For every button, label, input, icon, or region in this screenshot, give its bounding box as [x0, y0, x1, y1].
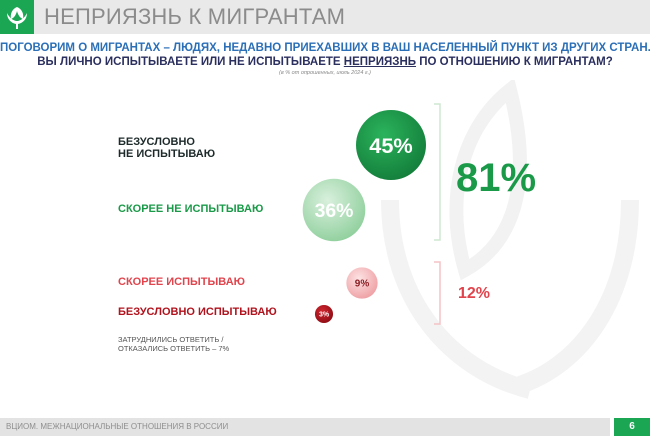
footnote-line-1: ЗАТРУДНИЛИСЬ ОТВЕТИТЬ /: [118, 335, 224, 344]
group-total-dislike: 12%: [458, 285, 491, 302]
leaf-logo-icon: [7, 7, 27, 29]
bubble-3: [346, 267, 378, 299]
question-line-2-before: ВЫ ЛИЧНО ИСПЫТЫВАЕТЕ ИЛИ НЕ ИСПЫТЫВАЕТЕ: [37, 56, 344, 68]
footer-bar: ВЦИОМ. МЕЖНАЦИОНАЛЬНЫЕ ОТНОШЕНИЯ В РОССИ…: [0, 418, 610, 436]
category-label-2: СКОРЕЕ НЕ ИСПЫТЫВАЮ: [118, 203, 264, 215]
category-label-3: СКОРЕЕ ИСПЫТЫВАЮ: [118, 276, 245, 288]
category-label-1-line-2: НЕ ИСПЫТЫВАЮ: [118, 148, 216, 160]
footer-source: ВЦИОМ. МЕЖНАЦИОНАЛЬНЫЕ ОТНОШЕНИЯ В РОССИ…: [6, 422, 229, 431]
page-number: 6: [614, 418, 650, 436]
question-line-2-after: ПО ОТНОШЕНИЮ К МИГРАНТАМ?: [416, 56, 613, 68]
question-note: (в % от опрошенных, июль 2024 г.): [279, 70, 371, 76]
question-line-1: ПОГОВОРИМ О МИГРАНТАХ – ЛЮДЯХ, НЕДАВНО П…: [0, 42, 650, 54]
bracket-agree-group: [434, 103, 441, 241]
category-label-4: БЕЗУСЛОВНО ИСПЫТЫВАЮ: [118, 306, 277, 318]
page-title: НЕПРИЯЗНЬ К МИГРАНТАМ: [44, 4, 346, 29]
footnote: ЗАТРУДНИЛИСЬ ОТВЕТИТЬ / ОТКАЗАЛИСЬ ОТВЕТ…: [118, 335, 238, 353]
bubble-label-4: 3%: [319, 312, 330, 319]
header-bar: НЕПРИЯЗНЬ К МИГРАНТАМ: [0, 0, 650, 34]
category-label-1-line-1: БЕЗУСЛОВНО: [118, 136, 195, 148]
group-brackets: [434, 103, 441, 325]
watermark-leaf-icon: [381, 80, 639, 399]
question-line-2: ВЫ ЛИЧНО ИСПЫТЫВАЕТЕ ИЛИ НЕ ИСПЫТЫВАЕТЕ …: [0, 56, 650, 68]
bubble-2: [302, 178, 366, 242]
bracket-dislike-group: [434, 261, 441, 325]
category-label-1: БЕЗУСЛОВНО НЕ ИСПЫТЫВАЮ: [118, 136, 215, 160]
question-highlight-word: НЕПРИЯЗНЬ: [343, 56, 417, 68]
footnote-line-2: ОТКАЗАЛИСЬ ОТВЕТИТЬ – 7%: [118, 344, 230, 353]
bubble-4: [314, 304, 334, 324]
bubble-1: [356, 110, 426, 180]
logo: [0, 0, 34, 34]
group-total-not-dislike: 81%: [456, 156, 537, 200]
bubble-label-1: 45%: [369, 133, 412, 158]
bubble-label-3: 9%: [355, 279, 370, 290]
bubble-label-2: 36%: [315, 200, 354, 222]
